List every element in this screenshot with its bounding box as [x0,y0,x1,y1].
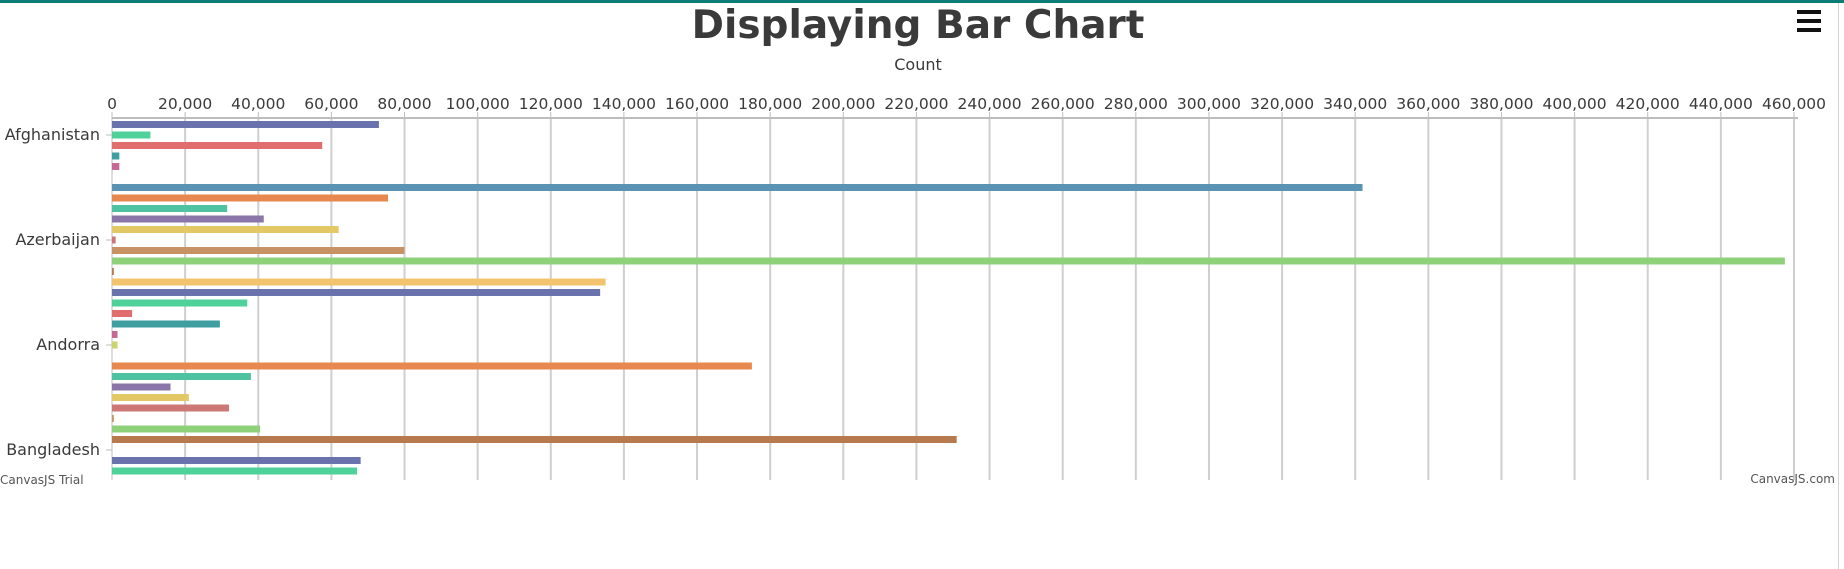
bar[interactable] [112,341,118,349]
tick-label: 140,000 [592,95,656,113]
bar[interactable] [112,383,171,391]
bar[interactable] [112,131,151,139]
tick-label: 200,000 [811,95,875,113]
bar[interactable] [112,163,120,170]
bar[interactable] [112,257,1785,265]
bar[interactable] [112,236,116,244]
category-label: Andorra [36,335,100,354]
bar[interactable] [112,457,361,464]
bar[interactable] [112,394,189,401]
bar[interactable] [112,320,220,328]
tick-label: 360,000 [1396,95,1460,113]
bar[interactable] [112,205,228,212]
tick-label: 300,000 [1177,95,1241,113]
bar[interactable] [112,194,389,202]
tick-label: 220,000 [884,95,948,113]
bar[interactable] [112,142,323,149]
tick-label: 320,000 [1250,95,1314,113]
bar[interactable] [112,247,405,254]
bar[interactable] [112,362,752,370]
tick-label: 20,000 [158,95,212,113]
bar[interactable] [112,278,606,286]
bar[interactable] [112,310,133,317]
chart-title: Displaying Bar Chart [692,3,1145,48]
tick-label: 180,000 [738,95,802,113]
bar[interactable] [112,373,251,380]
value-axis: 0 20,000 40,000 60,000 80,000 100,000 120,000 1… [107,95,1826,480]
bar[interactable] [112,184,1363,191]
bar[interactable] [112,121,379,128]
bar[interactable] [112,331,118,338]
top-accent-border [0,0,1844,3]
tick-label: 60,000 [304,95,358,113]
tick-label: 120,000 [519,95,583,113]
canvasjs-trial-credit: CanvasJS Trial [0,473,84,487]
category-axis: Afghanistan Azerbaijan Andorra Bangladesh [5,125,112,459]
tick-label: 340,000 [1323,95,1387,113]
bar[interactable] [112,404,230,412]
tick-label: 420,000 [1616,95,1680,113]
category-label: Azerbaijan [15,230,100,249]
tick-label: 460,000 [1762,95,1826,113]
tick-label: 0 [107,95,117,113]
bar[interactable] [112,425,261,433]
tick-label: 380,000 [1469,95,1533,113]
tick-label: 260,000 [1031,95,1095,113]
right-border [1838,3,1839,569]
tick-label: 80,000 [377,95,431,113]
bar[interactable] [112,215,264,223]
tick-label: 40,000 [231,95,285,113]
bar[interactable] [112,268,114,275]
tick-label: 100,000 [446,95,510,113]
tick-label: 240,000 [958,95,1022,113]
bar[interactable] [112,299,248,307]
hamburger-menu-icon[interactable] [1797,10,1821,32]
tick-label: 440,000 [1689,95,1753,113]
tick-label: 160,000 [665,95,729,113]
bar[interactable] [112,152,120,160]
bar[interactable] [112,415,114,422]
tick-label: 280,000 [1104,95,1168,113]
bar[interactable] [112,289,601,296]
bar[interactable] [112,467,357,475]
bar[interactable] [112,226,339,233]
bar-series [112,121,1785,475]
tick-label: 400,000 [1543,95,1607,113]
gridlines [184,118,1795,480]
canvasjs-credit-link[interactable]: CanvasJS.com [1750,472,1835,486]
value-axis-title: Count [894,55,942,74]
category-label: Bangladesh [6,440,100,459]
category-label: Afghanistan [5,125,100,144]
bar[interactable] [112,436,957,443]
